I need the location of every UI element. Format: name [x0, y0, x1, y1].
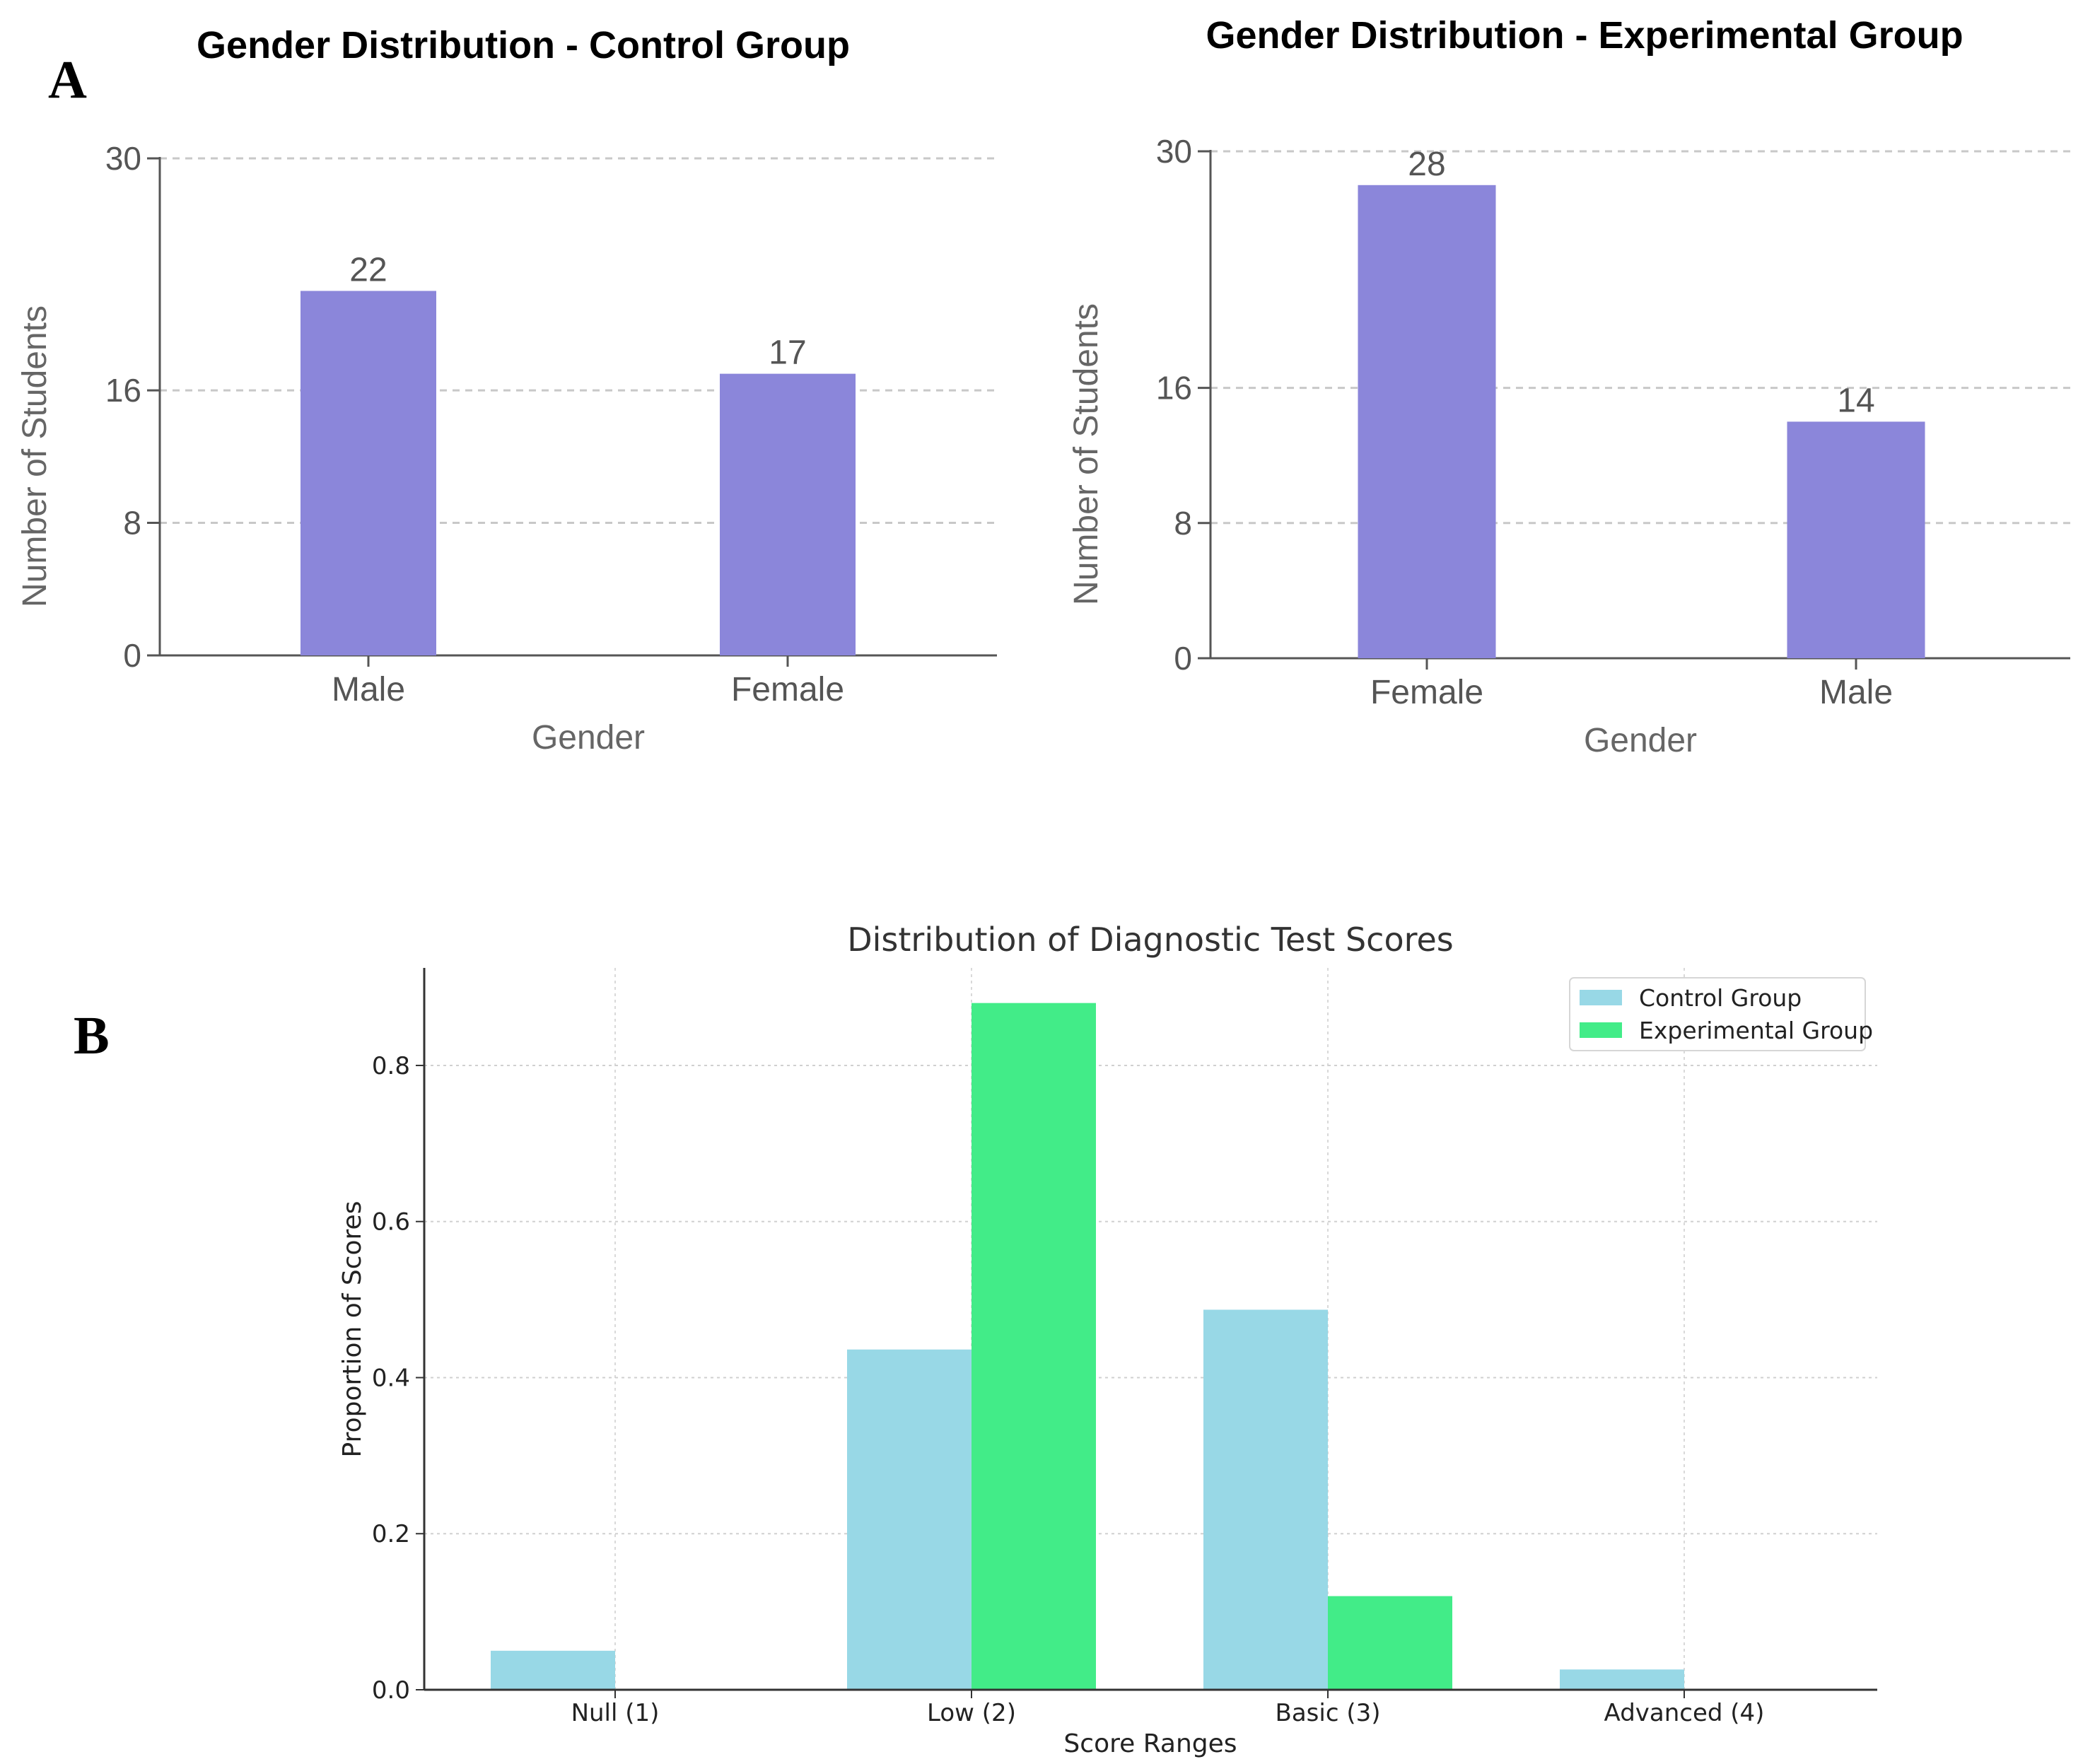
chart-title: Distribution of Diagnostic Test Scores — [847, 921, 1454, 959]
y-tick-label: 0.2 — [372, 1520, 410, 1548]
bar-female — [720, 373, 856, 655]
data-label-female: 17 — [769, 334, 806, 372]
chart-gender-experimental: Gender Distribution - Experimental Group… — [1068, 14, 2070, 759]
bar-control-group-basic-3 — [1203, 1309, 1328, 1690]
y-axis-label: Number of Students — [16, 305, 54, 607]
x-tick-label-male: Male — [332, 671, 405, 708]
x-tick-label-male: Male — [1819, 674, 1893, 711]
x-tick-label-female: Female — [731, 671, 844, 708]
chart-title: Gender Distribution - Control Group — [197, 24, 850, 66]
y-tick-label: 0.6 — [372, 1208, 410, 1237]
x-tick-label-basic-3: Basic (3) — [1276, 1699, 1381, 1727]
chart-title: Gender Distribution - Experimental Group — [1206, 14, 1963, 57]
legend-entry-experimental-group: Experimental Group — [1639, 1017, 1873, 1044]
y-tick-label: 16 — [105, 372, 141, 409]
x-axis-label: Gender — [532, 719, 645, 757]
y-tick-label: 30 — [1156, 133, 1192, 170]
legend-swatch-experimental-group — [1580, 1022, 1622, 1038]
y-tick-label: 0.0 — [372, 1676, 410, 1705]
x-tick-label-low-2: Low (2) — [927, 1699, 1016, 1727]
bar-male — [301, 291, 436, 655]
bar-male — [1787, 421, 1925, 658]
data-label-male: 22 — [349, 251, 387, 288]
panel-label-a: A — [48, 50, 87, 110]
bar-control-group-advanced-4 — [1560, 1669, 1684, 1690]
x-axis-label: Gender — [1584, 722, 1697, 759]
chart-diagnostic-scores: Distribution of Diagnostic Test Scores 0.… — [338, 921, 1877, 1758]
x-tick-label-advanced-4: Advanced (4) — [1604, 1699, 1765, 1727]
y-tick-label: 8 — [123, 505, 141, 542]
y-axis-label: Proportion of Scores — [338, 1201, 367, 1458]
data-label-male: 14 — [1837, 382, 1874, 419]
y-tick-label: 0 — [123, 637, 141, 674]
panel-label-b: B — [74, 1006, 110, 1065]
chart-gender-control: Gender Distribution - Control Group 0 8 16 3… — [16, 24, 997, 757]
y-axis-label: Number of Students — [1068, 303, 1105, 605]
legend-entry-control-group: Control Group — [1639, 984, 1802, 1012]
y-tick-label: 8 — [1174, 505, 1192, 542]
bar-experimental-group-low-2 — [972, 1003, 1096, 1690]
y-tick-label: 30 — [105, 140, 141, 177]
legend: Control Group Experimental Group — [1569, 977, 1873, 1051]
y-tick-label: 16 — [1156, 370, 1192, 407]
bar-experimental-group-basic-3 — [1328, 1596, 1452, 1690]
bar-control-group-null-1 — [491, 1650, 615, 1690]
y-tick-label: 0 — [1174, 640, 1192, 677]
bar-female — [1358, 185, 1496, 658]
data-label-female: 28 — [1408, 146, 1445, 183]
y-tick-label: 0.4 — [372, 1364, 410, 1392]
x-axis-label: Score Ranges — [1063, 1729, 1237, 1758]
legend-swatch-control-group — [1580, 990, 1622, 1005]
legend-box — [1569, 977, 1866, 1051]
y-tick-label: 0.8 — [372, 1052, 410, 1080]
bar-control-group-low-2 — [847, 1349, 972, 1690]
x-tick-label-null-1: Null (1) — [571, 1699, 660, 1727]
x-tick-label-female: Female — [1370, 674, 1483, 711]
